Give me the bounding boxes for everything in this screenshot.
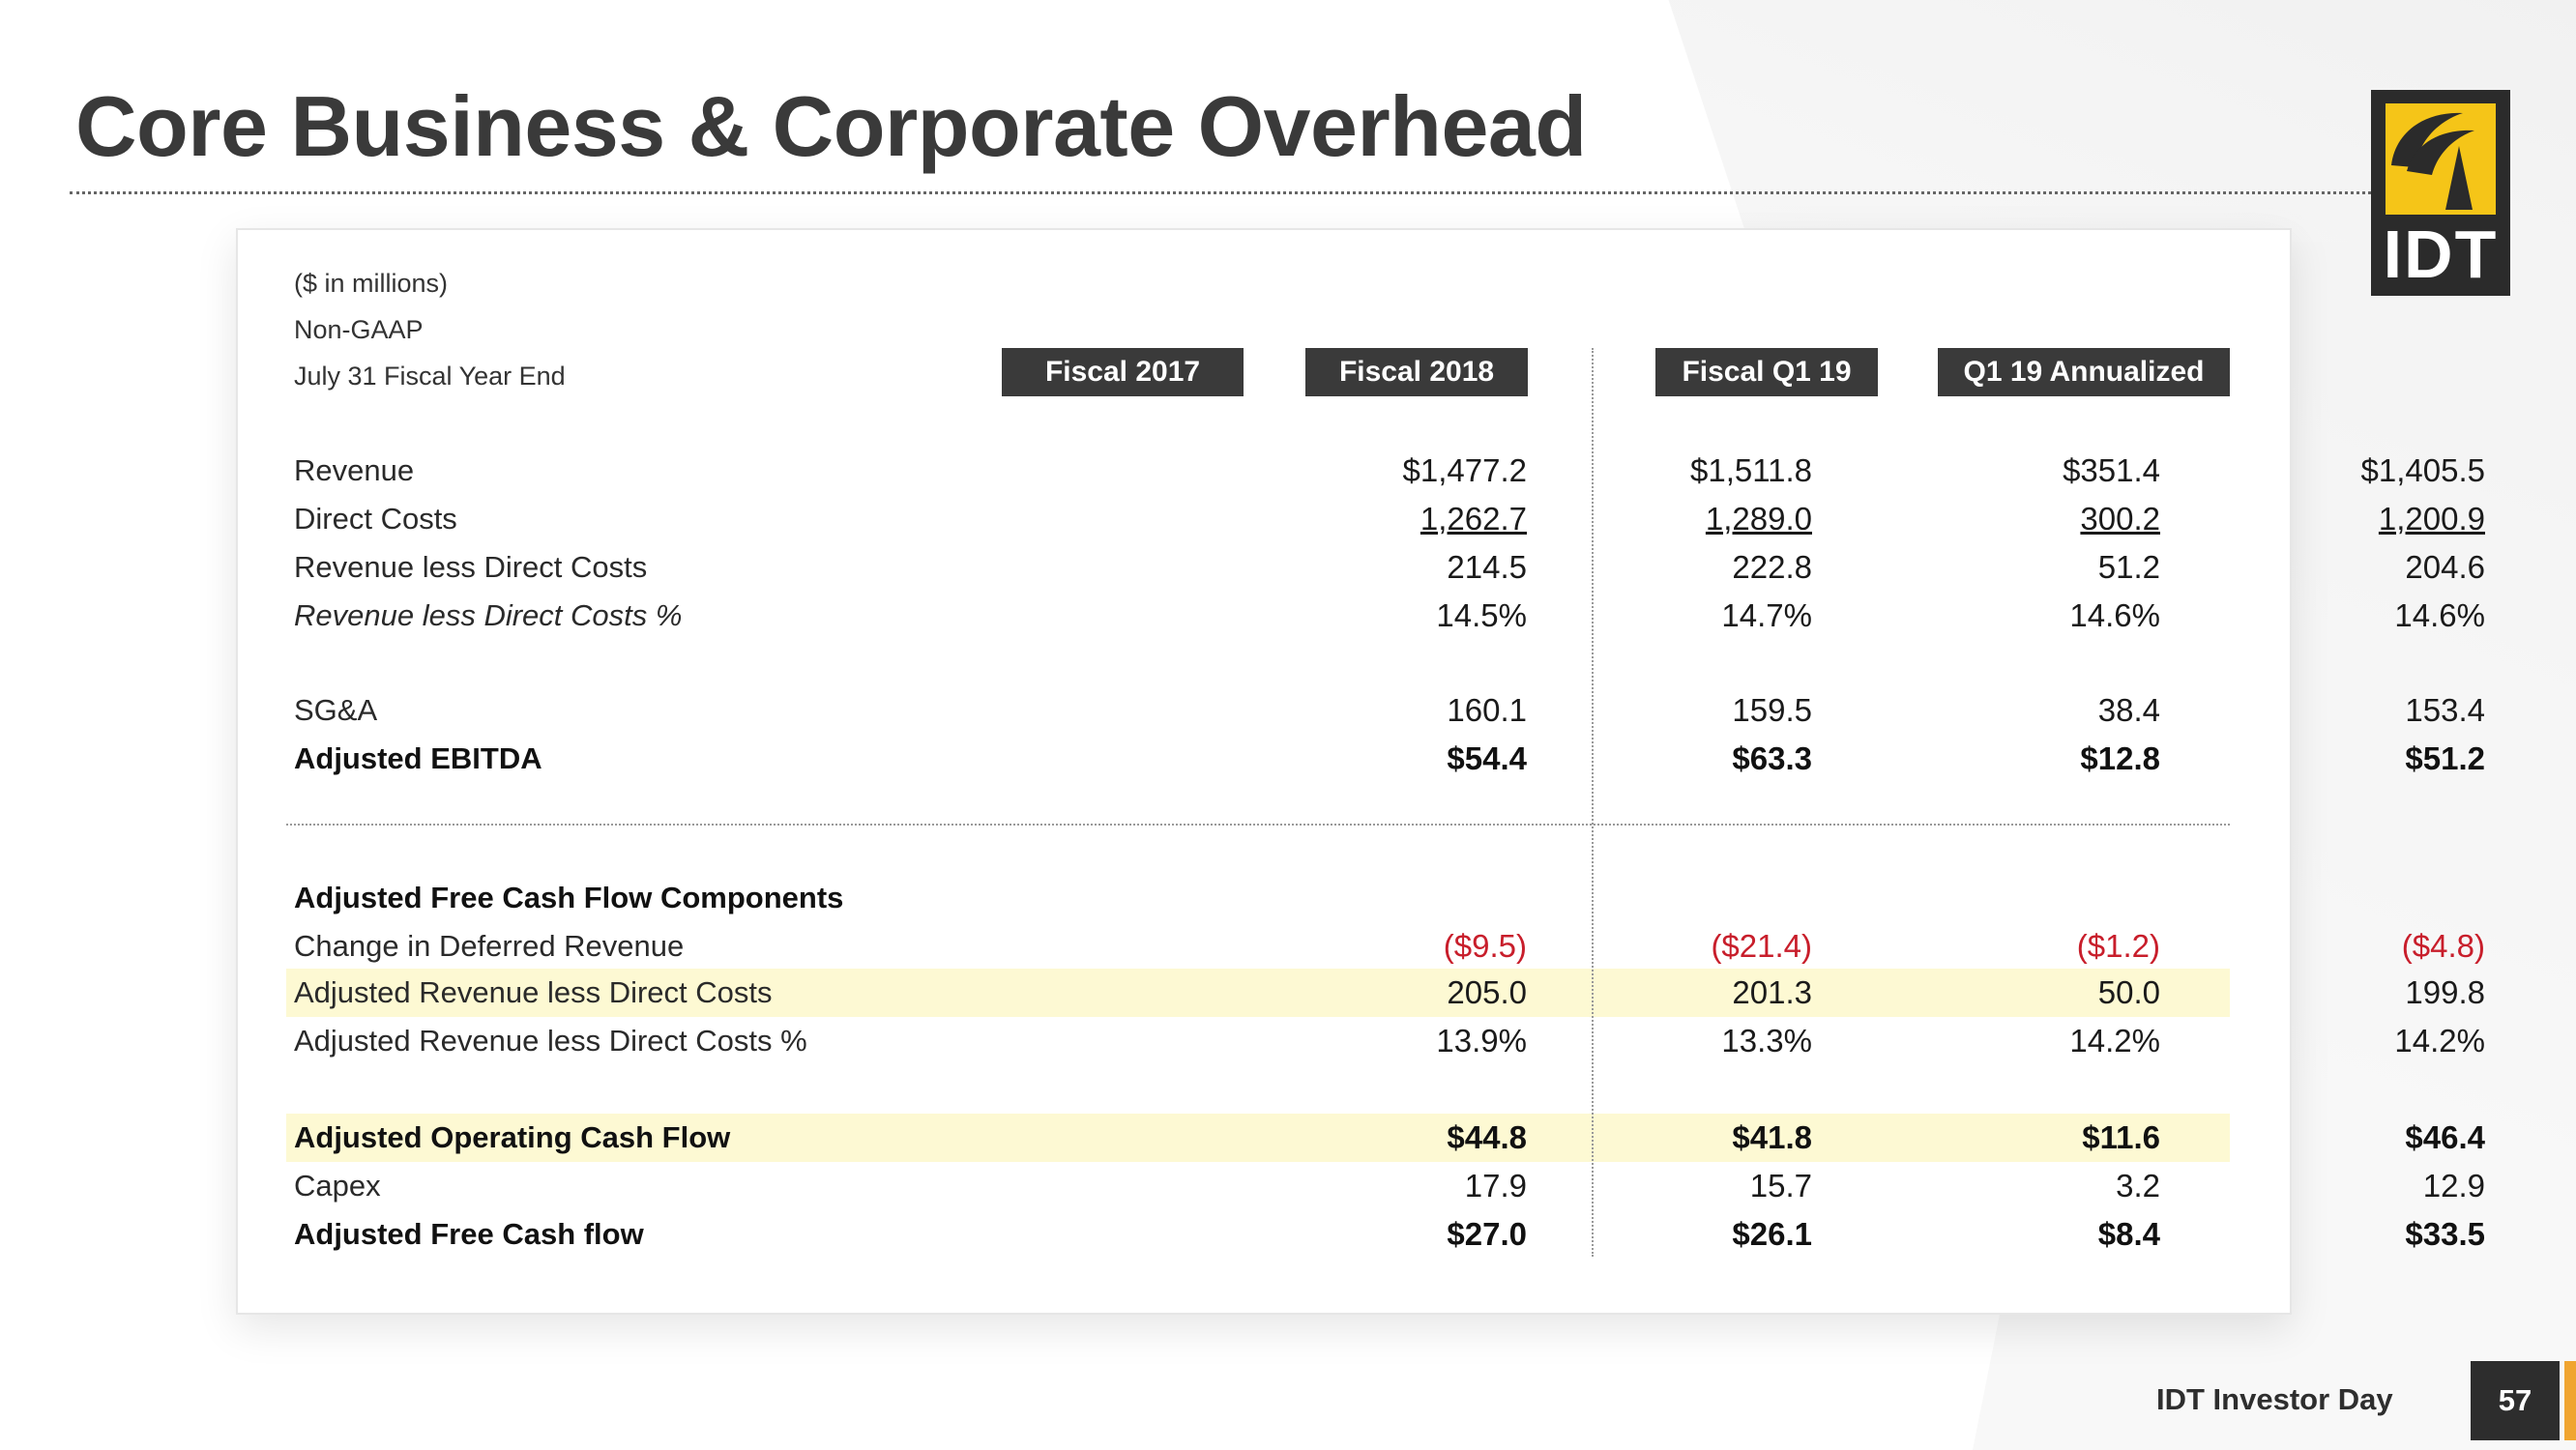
cell-value: $1,511.8 [1689,452,1812,488]
cell-value: $63.3 [1732,740,1812,776]
column-header-fiscal-2017: Fiscal 2017 [1002,348,1244,396]
table-row: Revenue $1,477.2 $1,511.8 $351.4 $1,405.… [294,447,2485,495]
cell-value: 38.4 [2097,692,2160,728]
table-row: Adjusted Operating Cash Flow $44.8 $41.8… [294,1114,2485,1162]
fiscal-year-note: July 31 Fiscal Year End [294,362,566,391]
logo-text: IDT [2383,217,2499,292]
vertical-divider [1592,348,1594,1257]
horizontal-divider [286,824,2230,826]
cell-value: $11.6 [2082,1119,2160,1155]
table-row: Direct Costs 1,262.7 1,289.0 300.2 1,200… [294,495,2485,543]
row-label: SG&A [294,693,378,727]
gaap-note: Non-GAAP [294,315,424,344]
cell-value: ($4.8) [2401,928,2485,964]
cell-value: $1,477.2 [1402,452,1527,488]
cell-value: 201.3 [1732,974,1812,1010]
cell-value: 15.7 [1749,1168,1812,1204]
cell-value: 50.0 [2097,974,2160,1010]
cell-value: 222.8 [1732,549,1812,585]
cell-value: $51.2 [2405,740,2485,776]
cell-value: ($9.5) [1443,928,1527,964]
cell-value: 17.9 [1464,1168,1527,1204]
row-label: Adjusted Revenue less Direct Costs % [294,1024,807,1058]
table-row: Adjusted Revenue less Direct Costs 205.0… [294,969,2485,1017]
cell-value: 12.9 [2422,1168,2485,1204]
page-accent-bar [2564,1361,2576,1440]
cell-value: 160.1 [1447,692,1527,728]
units-note: ($ in millions) [294,269,449,298]
footer-label: IDT Investor Day [2156,1382,2393,1416]
section-heading-row: Adjusted Free Cash Flow Components [294,874,2228,922]
page-number: 57 [2471,1361,2560,1440]
cell-value: 1,262.7 [1420,501,1527,536]
cell-value: ($21.4) [1711,928,1812,964]
cell-value: 14.2% [2394,1023,2485,1058]
table-row: SG&A 160.1 159.5 38.4 153.4 [294,686,2485,735]
logo-emblem-icon [2386,103,2496,215]
cell-value: $27.0 [1447,1216,1527,1252]
cell-value: 3.2 [2116,1168,2160,1204]
cell-value: 204.6 [2405,549,2485,585]
row-label: Capex [294,1169,381,1203]
idt-logo: IDT [2371,90,2510,296]
table-row: Adjusted EBITDA $54.4 $63.3 $12.8 $51.2 [294,735,2485,783]
cell-value: 13.9% [1436,1023,1527,1058]
table-row: Capex 17.9 15.7 3.2 12.9 [294,1162,2485,1210]
cell-value: 13.3% [1721,1023,1812,1058]
cell-value: 153.4 [2405,692,2485,728]
cell-value: $41.8 [1732,1119,1812,1155]
title-divider [70,191,2371,194]
cell-value: 14.2% [2069,1023,2160,1058]
row-label: Change in Deferred Revenue [294,929,685,963]
cell-value: 14.6% [2394,597,2485,633]
table-row: Revenue less Direct Costs % 14.5% 14.7% … [294,592,2485,640]
cell-value: $351.4 [2063,452,2160,488]
table-row: Adjusted Free Cash flow $27.0 $26.1 $8.4… [294,1210,2485,1259]
cell-value: $44.8 [1447,1119,1527,1155]
row-label: Adjusted Revenue less Direct Costs [294,975,773,1009]
row-label: Direct Costs [294,502,457,536]
cell-value: 1,200.9 [2378,501,2485,536]
cell-value: $1,405.5 [2360,452,2485,488]
column-header-q1-19-annualized: Q1 19 Annualized [1938,348,2230,396]
row-label: Adjusted EBITDA [294,741,542,775]
table-row: Revenue less Direct Costs 214.5 222.8 51… [294,543,2485,592]
cell-value: $33.5 [2405,1216,2485,1252]
cell-value: 14.5% [1436,597,1527,633]
cell-value: 1,289.0 [1705,501,1812,536]
row-label: Revenue less Direct Costs % [294,598,683,632]
row-label: Adjusted Free Cash flow [294,1217,644,1251]
cell-value: 199.8 [2405,974,2485,1010]
cell-value: $54.4 [1447,740,1527,776]
table-row: Adjusted Revenue less Direct Costs % 13.… [294,1017,2485,1065]
cell-value: 300.2 [2080,501,2160,536]
cell-value: 14.7% [1721,597,1812,633]
cell-value: $8.4 [2097,1216,2160,1252]
cell-value: ($1.2) [2076,928,2160,964]
cell-value: 159.5 [1732,692,1812,728]
section-heading: Adjusted Free Cash Flow Components [294,881,844,914]
cell-value: 214.5 [1447,549,1527,585]
row-label: Revenue [294,453,415,487]
cell-value: 205.0 [1447,974,1527,1010]
table-row: Change in Deferred Revenue ($9.5) ($21.4… [294,922,2485,971]
column-header-fiscal-q1-19: Fiscal Q1 19 [1655,348,1878,396]
row-label: Adjusted Operating Cash Flow [294,1120,731,1154]
cell-value: 51.2 [2097,549,2160,585]
page-title: Core Business & Corporate Overhead [75,78,1587,174]
row-label: Revenue less Direct Costs [294,550,648,584]
cell-value: $12.8 [2080,740,2160,776]
cell-value: $26.1 [1732,1216,1812,1252]
highlight-band [286,969,2230,1017]
highlight-band [286,1114,2230,1162]
cell-value: 14.6% [2069,597,2160,633]
cell-value: $46.4 [2405,1119,2485,1155]
column-header-fiscal-2018: Fiscal 2018 [1305,348,1528,396]
